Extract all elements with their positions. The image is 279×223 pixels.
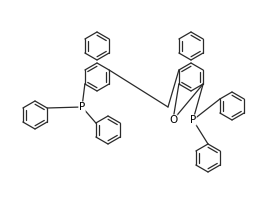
Text: P: P (79, 102, 85, 112)
Text: P: P (190, 115, 196, 125)
Text: O: O (169, 115, 177, 125)
